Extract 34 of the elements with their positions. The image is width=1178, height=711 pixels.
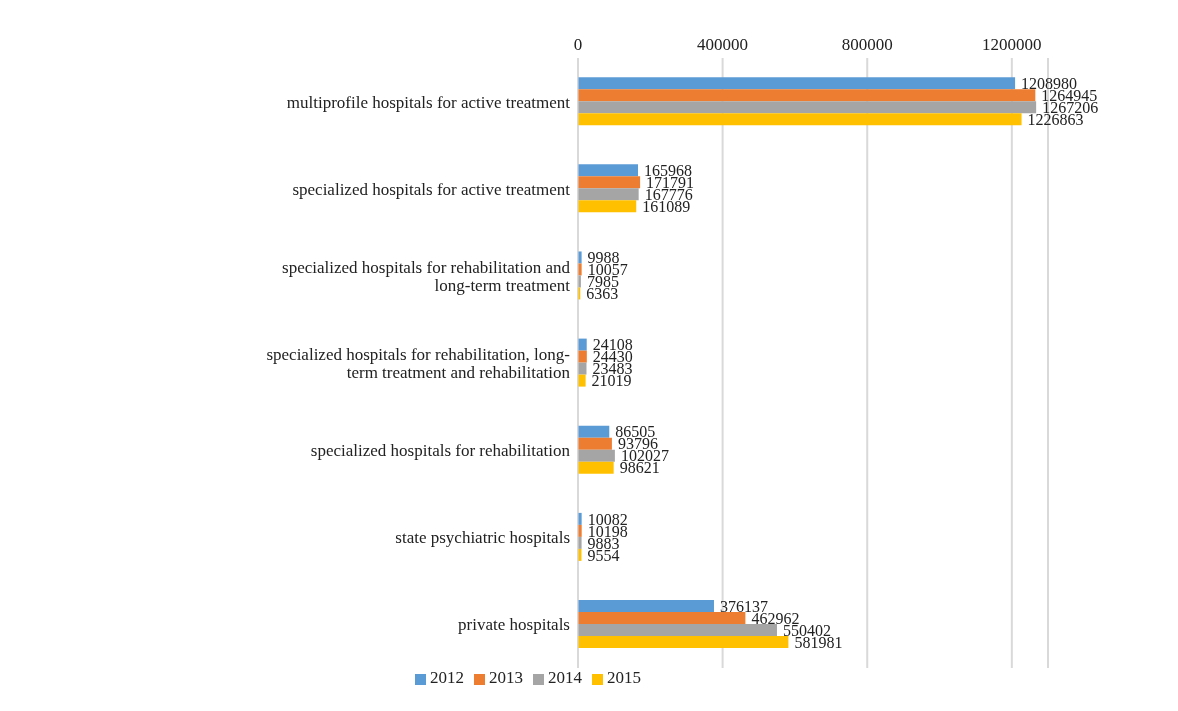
y-tick-label: state psychiatric hospitals xyxy=(395,527,570,547)
bar xyxy=(578,89,1036,102)
bar xyxy=(578,624,777,637)
y-tick-label: specialized hospitals for active treatment xyxy=(292,179,571,199)
x-tick-label: 1200000 xyxy=(982,35,1042,54)
y-tick-label: specialized hospitals for rehabilitation and long-term treatment xyxy=(282,257,571,295)
legend-label: 2013 xyxy=(489,668,523,687)
bar xyxy=(578,101,1037,114)
bar xyxy=(578,338,587,351)
bar xyxy=(578,350,587,363)
bar xyxy=(578,461,614,474)
x-tick-label: 400000 xyxy=(697,35,749,54)
bar xyxy=(578,164,638,177)
bar xyxy=(578,425,610,438)
bar xyxy=(578,188,639,201)
bar xyxy=(578,113,1022,126)
y-tick-label: specialized hospitals for rehabilitation, long-term treatment and rehabilitation xyxy=(266,344,571,382)
bar xyxy=(578,612,746,625)
y-tick-label: private hospitals xyxy=(458,614,570,634)
bar xyxy=(578,437,612,450)
legend-label: 2012 xyxy=(430,668,464,687)
y-tick-label: multiprofile hospitals for active treatment xyxy=(286,92,571,112)
y-tick-label: specialized hospitals for rehabilitation xyxy=(310,440,571,460)
bar xyxy=(578,200,637,213)
legend-label: 2015 xyxy=(607,668,641,687)
bar xyxy=(578,176,641,189)
bar xyxy=(578,374,586,387)
bar xyxy=(578,600,714,613)
bar xyxy=(578,77,1016,90)
x-tick-label: 800000 xyxy=(841,35,893,54)
bar xyxy=(578,636,789,649)
bar xyxy=(578,449,615,462)
legend-label: 2014 xyxy=(548,668,582,687)
x-tick-label: 0 xyxy=(573,35,583,54)
